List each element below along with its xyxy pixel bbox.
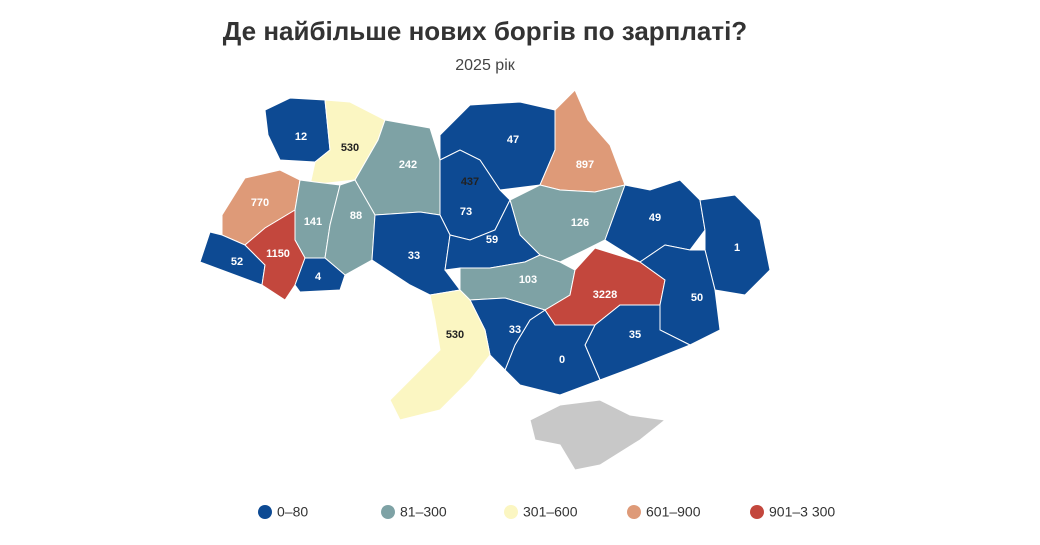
legend-label: 0–80 [277, 504, 308, 520]
region-value: 88 [350, 210, 362, 222]
region-value: 530 [341, 142, 359, 154]
region-value: 437 [461, 176, 479, 188]
regions: 12 530 242 437 47 897 73 126 49 1 770 141 88 52 1150 4 3… [199, 89, 771, 421]
region-value: 33 [509, 324, 521, 336]
legend-marker [504, 505, 518, 519]
region-value: 12 [295, 131, 307, 143]
region-value: 897 [576, 159, 594, 171]
region-value: 3228 [593, 289, 617, 301]
region-value: 242 [399, 159, 417, 171]
region-value: 770 [251, 197, 269, 209]
region-value: 59 [486, 234, 498, 246]
subtitle: 2025 рік [455, 57, 515, 74]
region [324, 179, 376, 276]
region-value: 33 [408, 250, 420, 262]
legend-marker [750, 505, 764, 519]
region [294, 257, 346, 293]
region [389, 289, 491, 421]
legend-label: 81–300 [400, 504, 447, 520]
title: Де найбільше нових боргів по зарплаті? [223, 16, 747, 46]
region-value: 35 [629, 329, 641, 341]
legend: 0–80 81–300 301–600 601–900 901–3 300 [258, 504, 835, 520]
region-value: 73 [460, 206, 472, 218]
legend-marker [258, 505, 272, 519]
region-value: 0 [559, 354, 565, 366]
region [604, 179, 706, 263]
legend-marker [381, 505, 395, 519]
region-value: 1 [734, 242, 740, 254]
legend-label: 901–3 300 [769, 504, 835, 520]
region-value: 141 [304, 216, 322, 228]
legend-marker [627, 505, 641, 519]
legend-label: 601–900 [646, 504, 701, 520]
region [371, 211, 461, 296]
region-value: 50 [691, 292, 703, 304]
region-value: 103 [519, 274, 537, 286]
region-value: 49 [649, 212, 661, 224]
region-value: 52 [231, 256, 243, 268]
region-value: 47 [507, 134, 519, 146]
region-value: 4 [315, 271, 322, 283]
region-value: 1150 [266, 248, 290, 260]
region-value: 530 [446, 329, 464, 341]
crimea [529, 399, 667, 471]
region [699, 194, 771, 296]
legend-label: 301–600 [523, 504, 578, 520]
region-value: 126 [571, 217, 589, 229]
